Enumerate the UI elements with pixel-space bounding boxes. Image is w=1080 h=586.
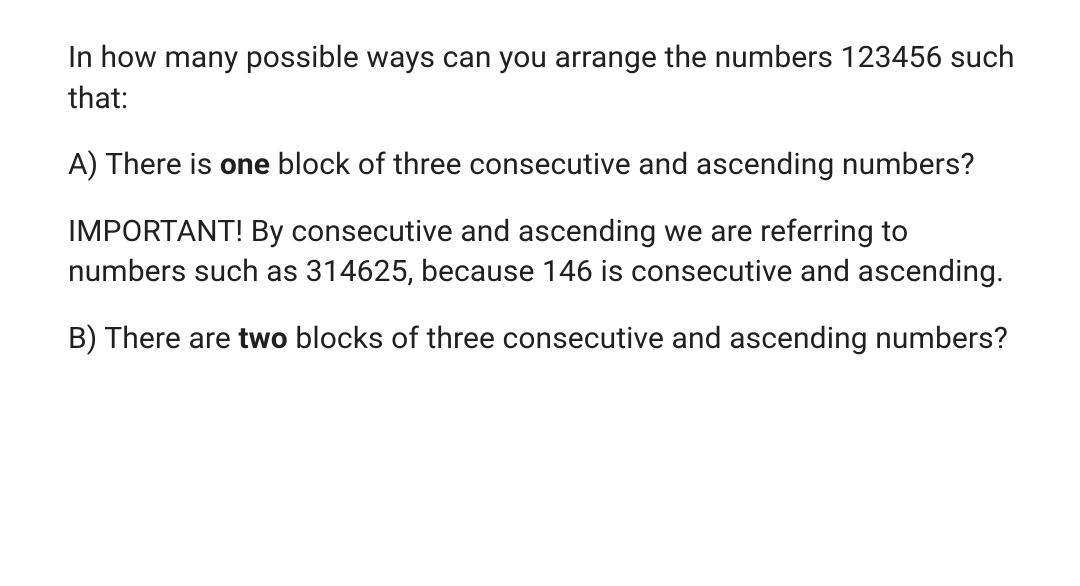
part-b-prefix: B) There are: [68, 321, 238, 356]
part-a-prefix: A) There is: [68, 147, 220, 182]
question-part-b: B) There are two blocks of three consecu…: [68, 319, 1020, 360]
question-container: In how many possible ways can you arrang…: [68, 38, 1020, 359]
part-a-suffix: block of three consecutive and ascending…: [270, 147, 975, 182]
part-a-bold: one: [220, 147, 270, 182]
question-note: IMPORTANT! By consecutive and ascending …: [68, 212, 1020, 293]
part-b-bold: two: [238, 321, 287, 356]
question-intro: In how many possible ways can you arrang…: [68, 38, 1020, 119]
question-part-a: A) There is one block of three consecuti…: [68, 145, 1020, 186]
part-b-suffix: blocks of three consecutive and ascendin…: [288, 321, 1008, 356]
